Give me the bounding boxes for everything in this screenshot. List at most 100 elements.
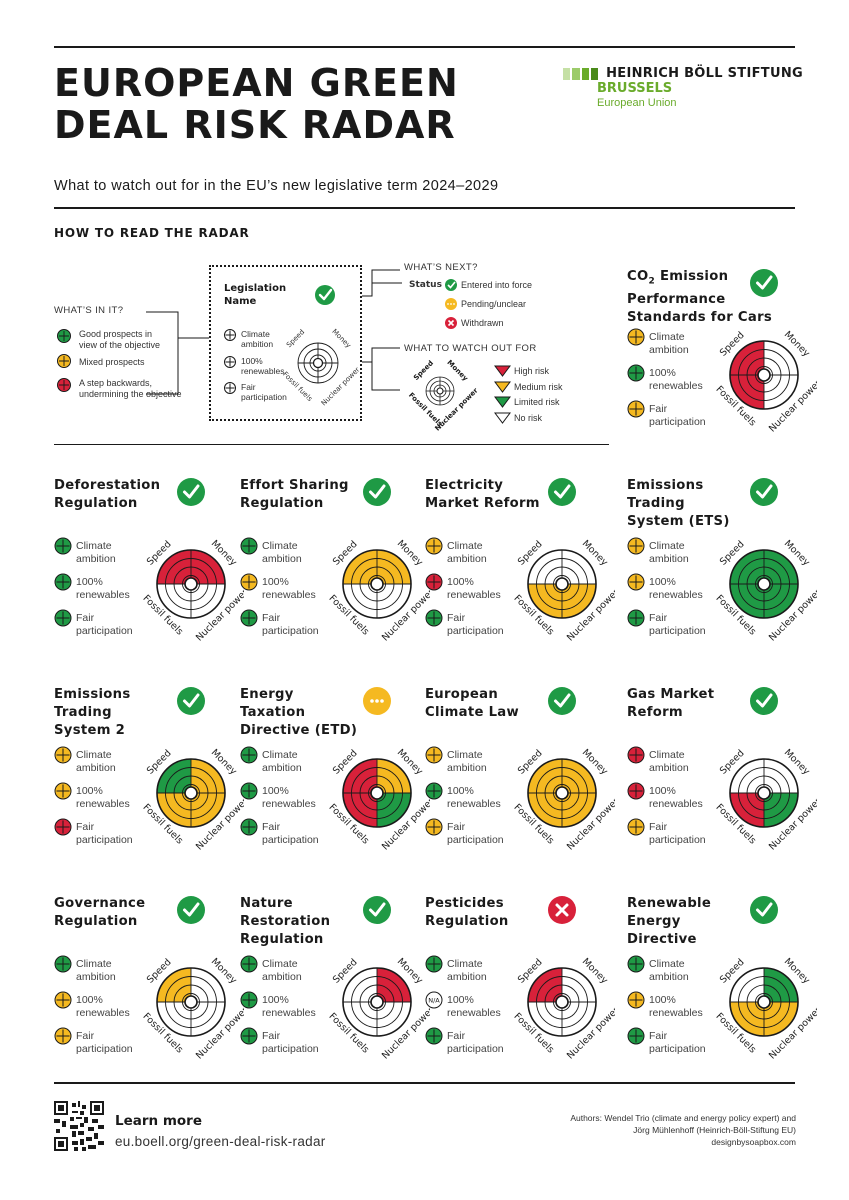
card-title-line: Trading bbox=[627, 496, 685, 511]
card-title-line: Emissions bbox=[54, 687, 131, 702]
criterion-label: 100% renewables bbox=[262, 785, 316, 810]
card-title-line: Directive (ETD) bbox=[240, 723, 358, 738]
risk-limited-text: Limited risk bbox=[514, 397, 560, 407]
card-title-line: European bbox=[425, 687, 499, 702]
radar-quadrant-speed bbox=[528, 550, 562, 584]
radar-quadrant-fossil bbox=[343, 584, 377, 618]
criterion-icon bbox=[425, 1027, 443, 1045]
radar-quadrant-speed bbox=[157, 759, 191, 793]
card-title-line: Restoration bbox=[240, 914, 331, 929]
status-check-icon bbox=[177, 896, 205, 924]
designer-link[interactable]: designbysoapbox.com bbox=[711, 1137, 796, 1147]
criterion-icon bbox=[240, 782, 258, 800]
criterion-label: Climate ambition bbox=[447, 749, 487, 774]
card-title: Pesticides Regulation bbox=[425, 895, 509, 931]
qr-code-icon[interactable] bbox=[54, 1101, 104, 1151]
criterion-icon bbox=[425, 537, 443, 555]
radar-quadrant-speed bbox=[343, 968, 377, 1002]
radar-quadrant-fossil bbox=[528, 1002, 562, 1036]
criterion-label: Climate ambition bbox=[76, 958, 116, 983]
card-title-line: Governance bbox=[54, 896, 146, 911]
card-title-line: Electricity bbox=[425, 478, 504, 493]
sample-radar bbox=[297, 342, 339, 384]
sample-fair-label: Fair participation bbox=[241, 382, 287, 402]
watch-radar bbox=[425, 376, 455, 406]
radar-quadrant-money bbox=[562, 759, 596, 793]
status-pending-icon bbox=[363, 687, 391, 715]
status-check-icon bbox=[750, 896, 778, 924]
criterion-icon bbox=[627, 537, 645, 555]
card-title: Emissions Trading System 2 bbox=[54, 686, 131, 740]
card-title: Nature Restoration Regulation bbox=[240, 895, 330, 949]
criterion-label: Climate ambition bbox=[447, 540, 487, 565]
radar-quadrant-fossil bbox=[343, 1002, 377, 1036]
radar-quadrant-money bbox=[562, 550, 596, 584]
criterion-label: Fair participation bbox=[649, 1030, 706, 1055]
radar-quadrant-fossil bbox=[157, 793, 191, 827]
risk-high-text: High risk bbox=[514, 366, 550, 376]
radar-quadrant-speed bbox=[730, 759, 764, 793]
criterion-label: 100% renewables bbox=[76, 785, 130, 810]
criterion-icon bbox=[627, 1027, 645, 1045]
sample-legislation-box bbox=[209, 265, 362, 421]
status-withdrawn-text: Withdrawn bbox=[461, 318, 504, 328]
status-check-icon bbox=[363, 896, 391, 924]
criterion-label: Climate ambition bbox=[649, 958, 689, 983]
card-title: Energy Taxation Directive (ETD) bbox=[240, 686, 357, 740]
radar-quadrant-fossil bbox=[157, 1002, 191, 1036]
status-withdrawn-icon bbox=[548, 896, 576, 924]
radar-quadrant-money bbox=[191, 550, 225, 584]
card-title-line: Trading bbox=[54, 705, 112, 720]
legend-backwards-text: A step backwards, undermining the objecti… bbox=[79, 378, 182, 399]
risk-limited-icon bbox=[494, 396, 511, 408]
logo-name: HEINRICH BÖLL STIFTUNG bbox=[606, 66, 803, 81]
criterion-label: Fair participation bbox=[262, 1030, 319, 1055]
card-title-line: Energy bbox=[627, 914, 681, 929]
status-label: Status bbox=[409, 280, 442, 290]
status-pending-icon bbox=[445, 298, 457, 310]
criterion-icon bbox=[54, 782, 72, 800]
card-title-line: Emissions bbox=[627, 478, 704, 493]
radar-quadrant-speed bbox=[343, 550, 377, 584]
radar-quadrant-speed bbox=[730, 550, 764, 584]
status-check-icon bbox=[363, 478, 391, 506]
card-title-line: Directive bbox=[627, 932, 697, 947]
radar-quadrant-money bbox=[764, 341, 798, 375]
legend-rule bbox=[54, 444, 609, 445]
criterion-icon bbox=[240, 537, 258, 555]
criterion-icon bbox=[425, 609, 443, 627]
radar-quadrant-speed bbox=[157, 968, 191, 1002]
svg-text:N/A: N/A bbox=[428, 997, 440, 1005]
card-title: Gas Market Reform bbox=[627, 686, 714, 722]
criterion-label: Climate ambition bbox=[649, 749, 689, 774]
radar-quadrant-fossil bbox=[730, 1002, 764, 1036]
status-withdrawn-icon bbox=[445, 317, 457, 329]
criterion-icon bbox=[54, 573, 72, 591]
status-check-icon bbox=[177, 687, 205, 715]
learn-more-link[interactable]: eu.boell.org/green-deal-risk-radar bbox=[115, 1134, 326, 1149]
card-title-line: Gas Market bbox=[627, 687, 715, 702]
criterion-icon bbox=[425, 573, 443, 591]
criterion-icon bbox=[54, 746, 72, 764]
criterion-label: 100% renewables bbox=[76, 994, 130, 1019]
radar-quadrant-fossil bbox=[730, 793, 764, 827]
criterion-icon bbox=[240, 818, 258, 836]
criterion-label: 100% renewables bbox=[447, 785, 501, 810]
criterion-icon bbox=[627, 400, 645, 418]
top-rule bbox=[54, 46, 795, 48]
logo-square-icon bbox=[590, 67, 599, 80]
criterion-icon bbox=[54, 818, 72, 836]
radar-quadrant-money bbox=[764, 550, 798, 584]
card-title: CO2 Emission Performance Standards for Car… bbox=[627, 268, 772, 327]
criterion-label: 100% renewables bbox=[447, 576, 501, 601]
criterion-icon bbox=[54, 991, 72, 1009]
